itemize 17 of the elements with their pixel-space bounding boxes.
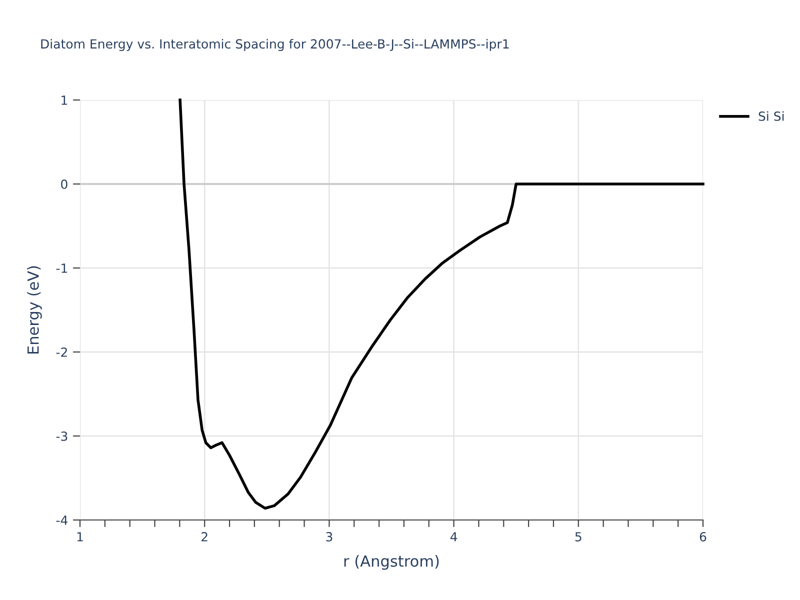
x-tick-label: 6 bbox=[700, 532, 706, 542]
y-axis-title: Energy (eV) bbox=[27, 266, 42, 354]
x-axis-title: r (Angstrom) bbox=[344, 555, 439, 570]
y-tick-label: -1 bbox=[56, 264, 68, 273]
y-tick-label: 0 bbox=[61, 179, 68, 189]
x-tick-label: 4 bbox=[450, 532, 458, 542]
chart-title: Diatom Energy vs. Interatomic Spacing for 2007--Lee-B-J--Si--LAMMPS--ipr1 bbox=[41, 38, 509, 52]
x-tick-label: 1 bbox=[77, 532, 83, 542]
line-series bbox=[178, 98, 704, 510]
legend-label: Si Si bbox=[758, 111, 784, 121]
y-tick-label: -4 bbox=[56, 516, 68, 525]
x-tick-label: 3 bbox=[326, 532, 332, 542]
y-tick-label: -2 bbox=[56, 347, 67, 357]
y-tick-label: -3 bbox=[56, 431, 68, 441]
x-tick-label: 5 bbox=[575, 532, 582, 542]
y-tick-label: 1 bbox=[62, 96, 68, 105]
x-tick-label: 2 bbox=[202, 532, 208, 542]
